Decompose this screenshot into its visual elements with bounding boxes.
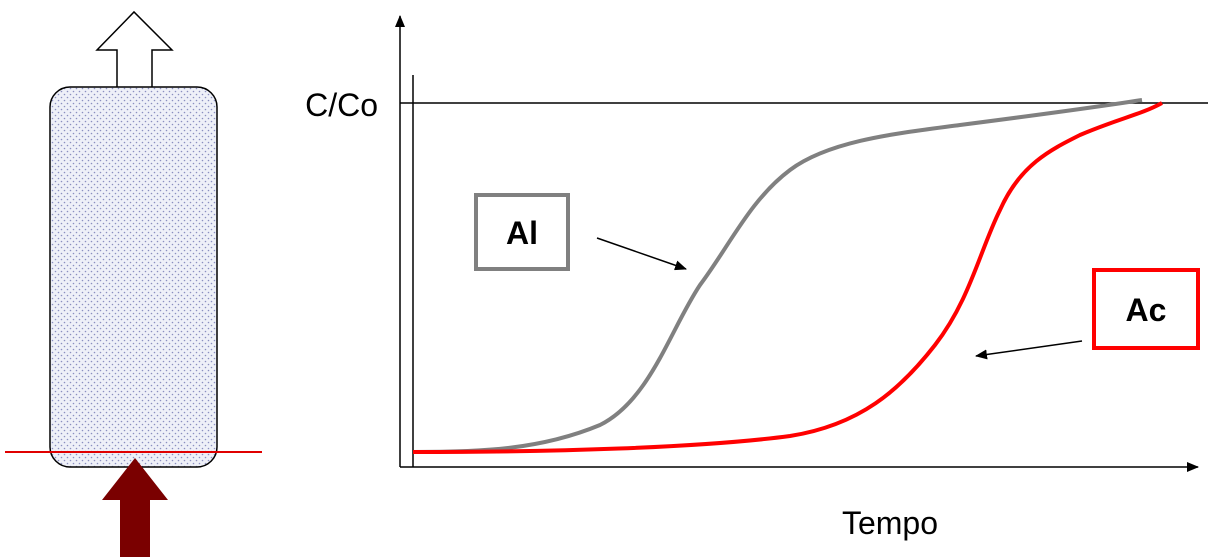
inlet-arrow xyxy=(102,458,168,557)
curve-label: Ac xyxy=(1126,292,1167,328)
x-axis-label: Tempo xyxy=(842,505,938,541)
pointer-al xyxy=(596,237,687,271)
curve-al xyxy=(412,98,1143,454)
label-box-al xyxy=(474,193,570,271)
outlet-arrow xyxy=(95,10,174,88)
y-axis-label: C/Co xyxy=(305,87,378,123)
label-box-ac xyxy=(1092,268,1200,350)
curve-label: Al xyxy=(506,215,538,251)
curve-ac xyxy=(412,101,1163,454)
pointer-ac xyxy=(975,340,1083,360)
column xyxy=(49,86,218,468)
